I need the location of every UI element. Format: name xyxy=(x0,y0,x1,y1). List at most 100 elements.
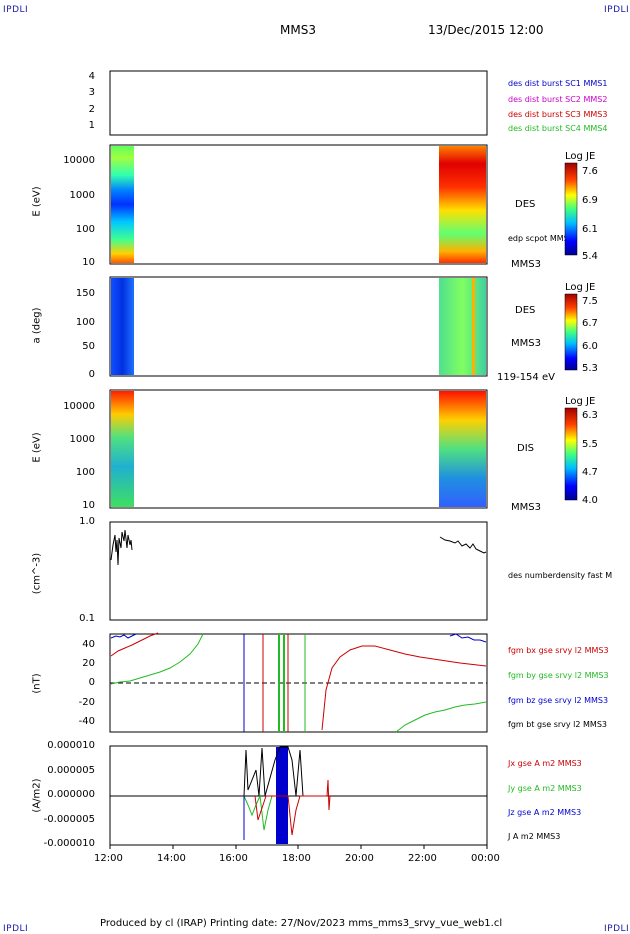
tick-label: 4 xyxy=(88,71,95,82)
dis-energy-block-late xyxy=(439,391,486,507)
current-jx-series xyxy=(254,779,331,836)
des-energy-block-late xyxy=(439,146,486,263)
current-j-series xyxy=(243,746,304,797)
tick-label: 3 xyxy=(88,87,95,98)
tick-label: 10000 xyxy=(63,155,95,166)
tick-label: 150 xyxy=(75,288,95,299)
x-tick-label: 00:00 xyxy=(471,853,500,864)
page-title: MMS3 xyxy=(280,23,316,37)
colorbar-tick: 4.7 xyxy=(582,467,598,478)
des-pitch-block-late xyxy=(439,278,486,375)
density-series xyxy=(110,529,133,566)
tick-label: 2 xyxy=(88,104,95,115)
tick-label: 40 xyxy=(82,639,95,650)
colorbar-tick: 6.0 xyxy=(582,341,598,352)
colorbar-tick: 6.7 xyxy=(582,318,598,329)
colorbar-title-pitch: Log JE xyxy=(565,282,596,293)
tick-label: 1 xyxy=(88,120,95,131)
tick-label: -40 xyxy=(78,716,95,727)
panel-label-mms3-dis: MMS3 xyxy=(511,502,541,513)
fgm-bz-series-late xyxy=(449,633,487,643)
tick-label: 50 xyxy=(82,341,95,352)
dis-energy-block-early xyxy=(111,391,134,507)
legend-sc4: des dist burst SC4 MMS4 xyxy=(508,124,608,133)
tick-label: 0.000005 xyxy=(47,765,95,776)
tick-label: 10000 xyxy=(63,401,95,412)
legend-sc3: des dist burst SC3 MMS3 xyxy=(508,110,608,119)
colorbar-pitch xyxy=(564,293,578,371)
panel-label-des-pitch: DES xyxy=(515,305,536,316)
panel-label-des: DES xyxy=(515,199,536,210)
colorbar-tick: 6.1 xyxy=(582,224,598,235)
density-series-late xyxy=(439,536,487,554)
tick-label: 10 xyxy=(82,257,95,268)
colorbar-des xyxy=(564,162,578,256)
x-tick-label: 16:00 xyxy=(219,853,248,864)
tick-label: 0 xyxy=(88,369,95,380)
des-energy-block-early xyxy=(111,146,134,263)
legend-density: des numberdensity fast M xyxy=(508,571,613,580)
colorbar-tick: 7.5 xyxy=(582,296,598,307)
colorbar-tick: 5.3 xyxy=(582,363,598,374)
tick-label: 0.1 xyxy=(79,613,95,624)
colorbar-tick: 5.4 xyxy=(582,251,598,262)
current-jy-series xyxy=(243,794,273,831)
des-pitch-stripe xyxy=(472,278,475,375)
tick-label: 1.0 xyxy=(79,516,95,527)
corner-mark-top-left: IPDLI xyxy=(3,5,29,15)
tick-label: 20 xyxy=(82,658,95,669)
panel-label-energy-range: 119-154 eV xyxy=(497,372,555,383)
panel-frame-des-pitch xyxy=(109,276,488,377)
des-pitch-block-early xyxy=(111,278,134,375)
panel-label-dis: DIS xyxy=(517,443,534,454)
tick-label: -0.000005 xyxy=(43,814,95,825)
tick-label: -20 xyxy=(78,697,95,708)
panel-frame-dis-energy xyxy=(109,389,488,509)
panel-label-mms3: MMS3 xyxy=(511,259,541,270)
x-tick-label: 20:00 xyxy=(345,853,374,864)
panel-frame-density xyxy=(109,521,488,621)
panel-sublabel-scpot: edp scpot MMS3 xyxy=(508,234,574,243)
corner-mark-bottom-right: IPDLI xyxy=(604,924,630,934)
colorbar-tick: 6.9 xyxy=(582,195,598,206)
colorbar-title-dis: Log JE xyxy=(565,396,596,407)
panel-frame-des-energy xyxy=(109,144,488,265)
tick-label: 1000 xyxy=(69,190,95,201)
colorbar-tick: 4.0 xyxy=(582,495,598,506)
legend-j: J A m2 MMS3 xyxy=(508,832,561,841)
fgm-bx-series xyxy=(110,632,159,657)
legend-sc2: des dist burst SC2 MMS2 xyxy=(508,95,608,104)
footer-credit: Produced by cl (IRAP) Printing date: 27/… xyxy=(100,918,503,929)
fgm-bz-series xyxy=(110,633,137,639)
colorbar-title-des: Log JE xyxy=(565,151,596,162)
panel-label-mms3-pitch: MMS3 xyxy=(511,338,541,349)
legend-jy: Jy gse A m2 MMS3 xyxy=(508,784,582,793)
colorbar-tick: 7.6 xyxy=(582,166,598,177)
fgm-bx-series-mid xyxy=(321,645,487,731)
fgm-by-series xyxy=(110,633,204,685)
colorbar-tick: 6.3 xyxy=(582,410,598,421)
x-tick-label: 22:00 xyxy=(408,853,437,864)
tick-label: 100 xyxy=(75,317,95,328)
legend-fgm-by: fgm by gse srvy l2 MMS3 xyxy=(508,671,609,680)
corner-mark-top-right: IPDLI xyxy=(604,5,630,15)
tick-label: 0.000000 xyxy=(47,789,95,800)
legend-fgm-bt: fgm bt gse srvy l2 MMS3 xyxy=(508,720,607,729)
x-tick-label: 14:00 xyxy=(157,853,186,864)
fgm-by-series-late xyxy=(395,701,487,733)
date-time: 13/Dec/2015 12:00 xyxy=(428,23,544,37)
colorbar-tick: 5.5 xyxy=(582,439,598,450)
panel-frame-availability xyxy=(109,70,488,136)
tick-label: 0 xyxy=(88,677,95,688)
tick-label: 1000 xyxy=(69,434,95,445)
legend-sc1: des dist burst SC1 MMS1 xyxy=(508,79,608,88)
x-axis-ticks xyxy=(109,845,488,849)
x-tick-label: 18:00 xyxy=(282,853,311,864)
x-tick-label: 12:00 xyxy=(94,853,123,864)
tick-label: -0.000010 xyxy=(43,838,95,849)
tick-label: 100 xyxy=(75,224,95,235)
tick-label: 10 xyxy=(82,500,95,511)
tick-label: 100 xyxy=(75,467,95,478)
legend-jx: Jx gse A m2 MMS3 xyxy=(508,759,582,768)
tick-label: 0.000010 xyxy=(47,740,95,751)
